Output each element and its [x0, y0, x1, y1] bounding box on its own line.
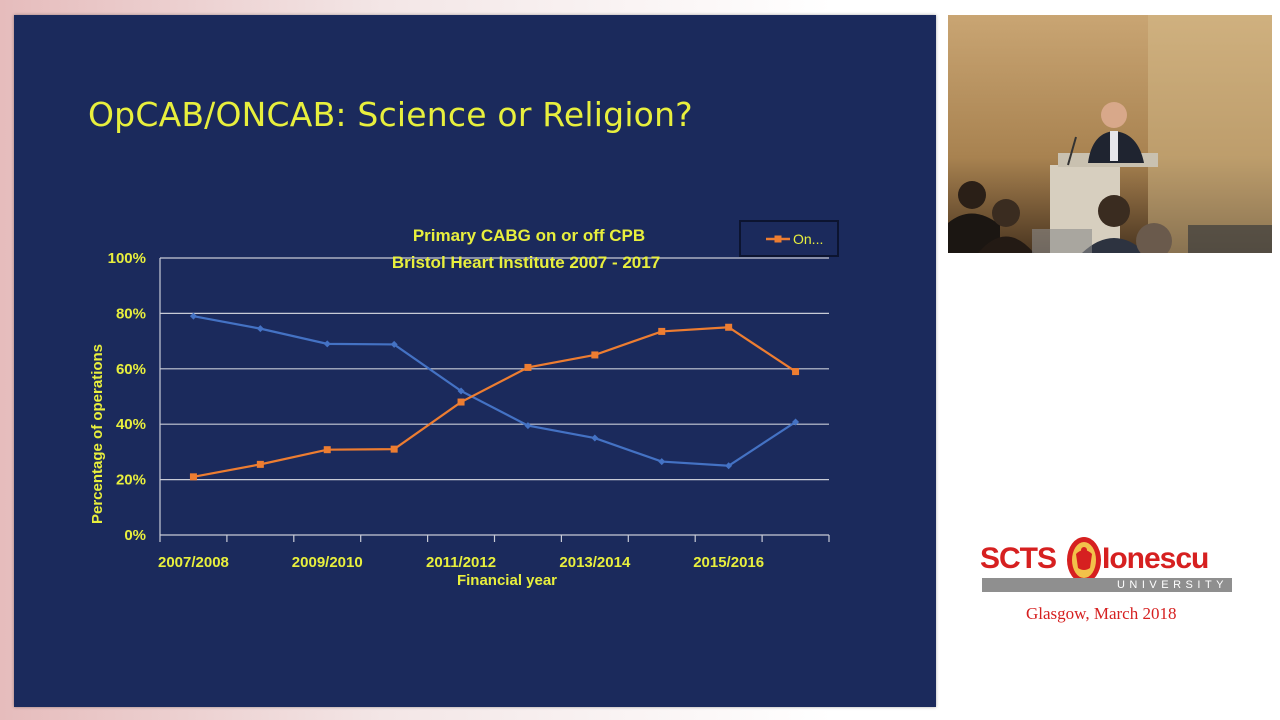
legend-marker-swatch	[774, 235, 782, 243]
x-tick-label: 2007/2008	[158, 554, 229, 571]
y-tick-label: 20%	[116, 472, 146, 489]
series-2	[189, 323, 800, 481]
y-tick-label: 40%	[116, 416, 146, 433]
y-axis-label: Percentage of operations	[89, 344, 106, 524]
slide-title: OpCAB/ONCAB: Science or Religion?	[88, 95, 693, 134]
chart-subtitle: Bristol Heart Institute 2007 - 2017	[392, 253, 660, 272]
data-point	[189, 473, 197, 481]
data-point	[323, 340, 331, 348]
legend-entry: On...	[793, 231, 823, 247]
y-tick-label: 0%	[124, 527, 146, 544]
slide: OpCAB/ONCAB: Science or Religion? 0% 20% 4…	[14, 15, 936, 707]
y-tick-label: 100%	[108, 250, 146, 267]
data-point	[189, 312, 197, 320]
brand-logo-scts: SCTS	[980, 542, 1057, 575]
data-point	[658, 458, 666, 466]
x-tick-label: 2015/2016	[693, 554, 764, 571]
x-tick-label: 2009/2010	[292, 554, 363, 571]
data-point	[457, 387, 465, 395]
data-point	[457, 398, 465, 406]
x-tick-label: 2011/2012	[426, 554, 496, 571]
axes: 0% 20% 40% 60% 80% 100% 2007/2008 2009/2010 2011…	[108, 250, 830, 571]
data-point	[256, 460, 264, 468]
data-point	[390, 445, 398, 453]
series-1	[189, 312, 800, 470]
legend: On...	[739, 220, 839, 257]
speaker-video	[948, 15, 1272, 253]
data-point	[658, 327, 666, 335]
data-point	[524, 363, 532, 371]
line-chart: 0% 20% 40% 60% 80% 100% 2007/2008 2009/2010 2011…	[89, 220, 839, 589]
series-line	[193, 326, 797, 478]
data-point	[792, 418, 800, 426]
y-tick-label: 80%	[116, 305, 146, 322]
brand-logo-ionescu: Ionescu	[1102, 542, 1209, 575]
gridlines	[160, 257, 829, 481]
data-point	[591, 351, 599, 359]
series	[189, 312, 800, 481]
data-point	[792, 368, 800, 376]
crest-icon	[1067, 537, 1101, 583]
data-point	[725, 323, 733, 331]
chart-title: Primary CABG on or off CPB	[413, 226, 645, 245]
data-point	[323, 446, 331, 454]
event-branding: SCTS Ionescu UNIVERSITY Glasgow, March 2…	[978, 534, 1238, 634]
series-line	[193, 315, 797, 467]
data-point	[725, 462, 733, 470]
data-point	[524, 422, 532, 430]
event-caption: Glasgow, March 2018	[1026, 604, 1177, 623]
brand-university-bar: UNIVERSITY	[982, 578, 1232, 592]
y-tick-label: 60%	[116, 361, 146, 378]
data-point	[591, 434, 599, 442]
data-point	[256, 325, 264, 333]
x-axis-label: Financial year	[457, 572, 557, 589]
x-tick-label: 2013/2014	[559, 554, 631, 571]
data-point	[390, 340, 398, 348]
